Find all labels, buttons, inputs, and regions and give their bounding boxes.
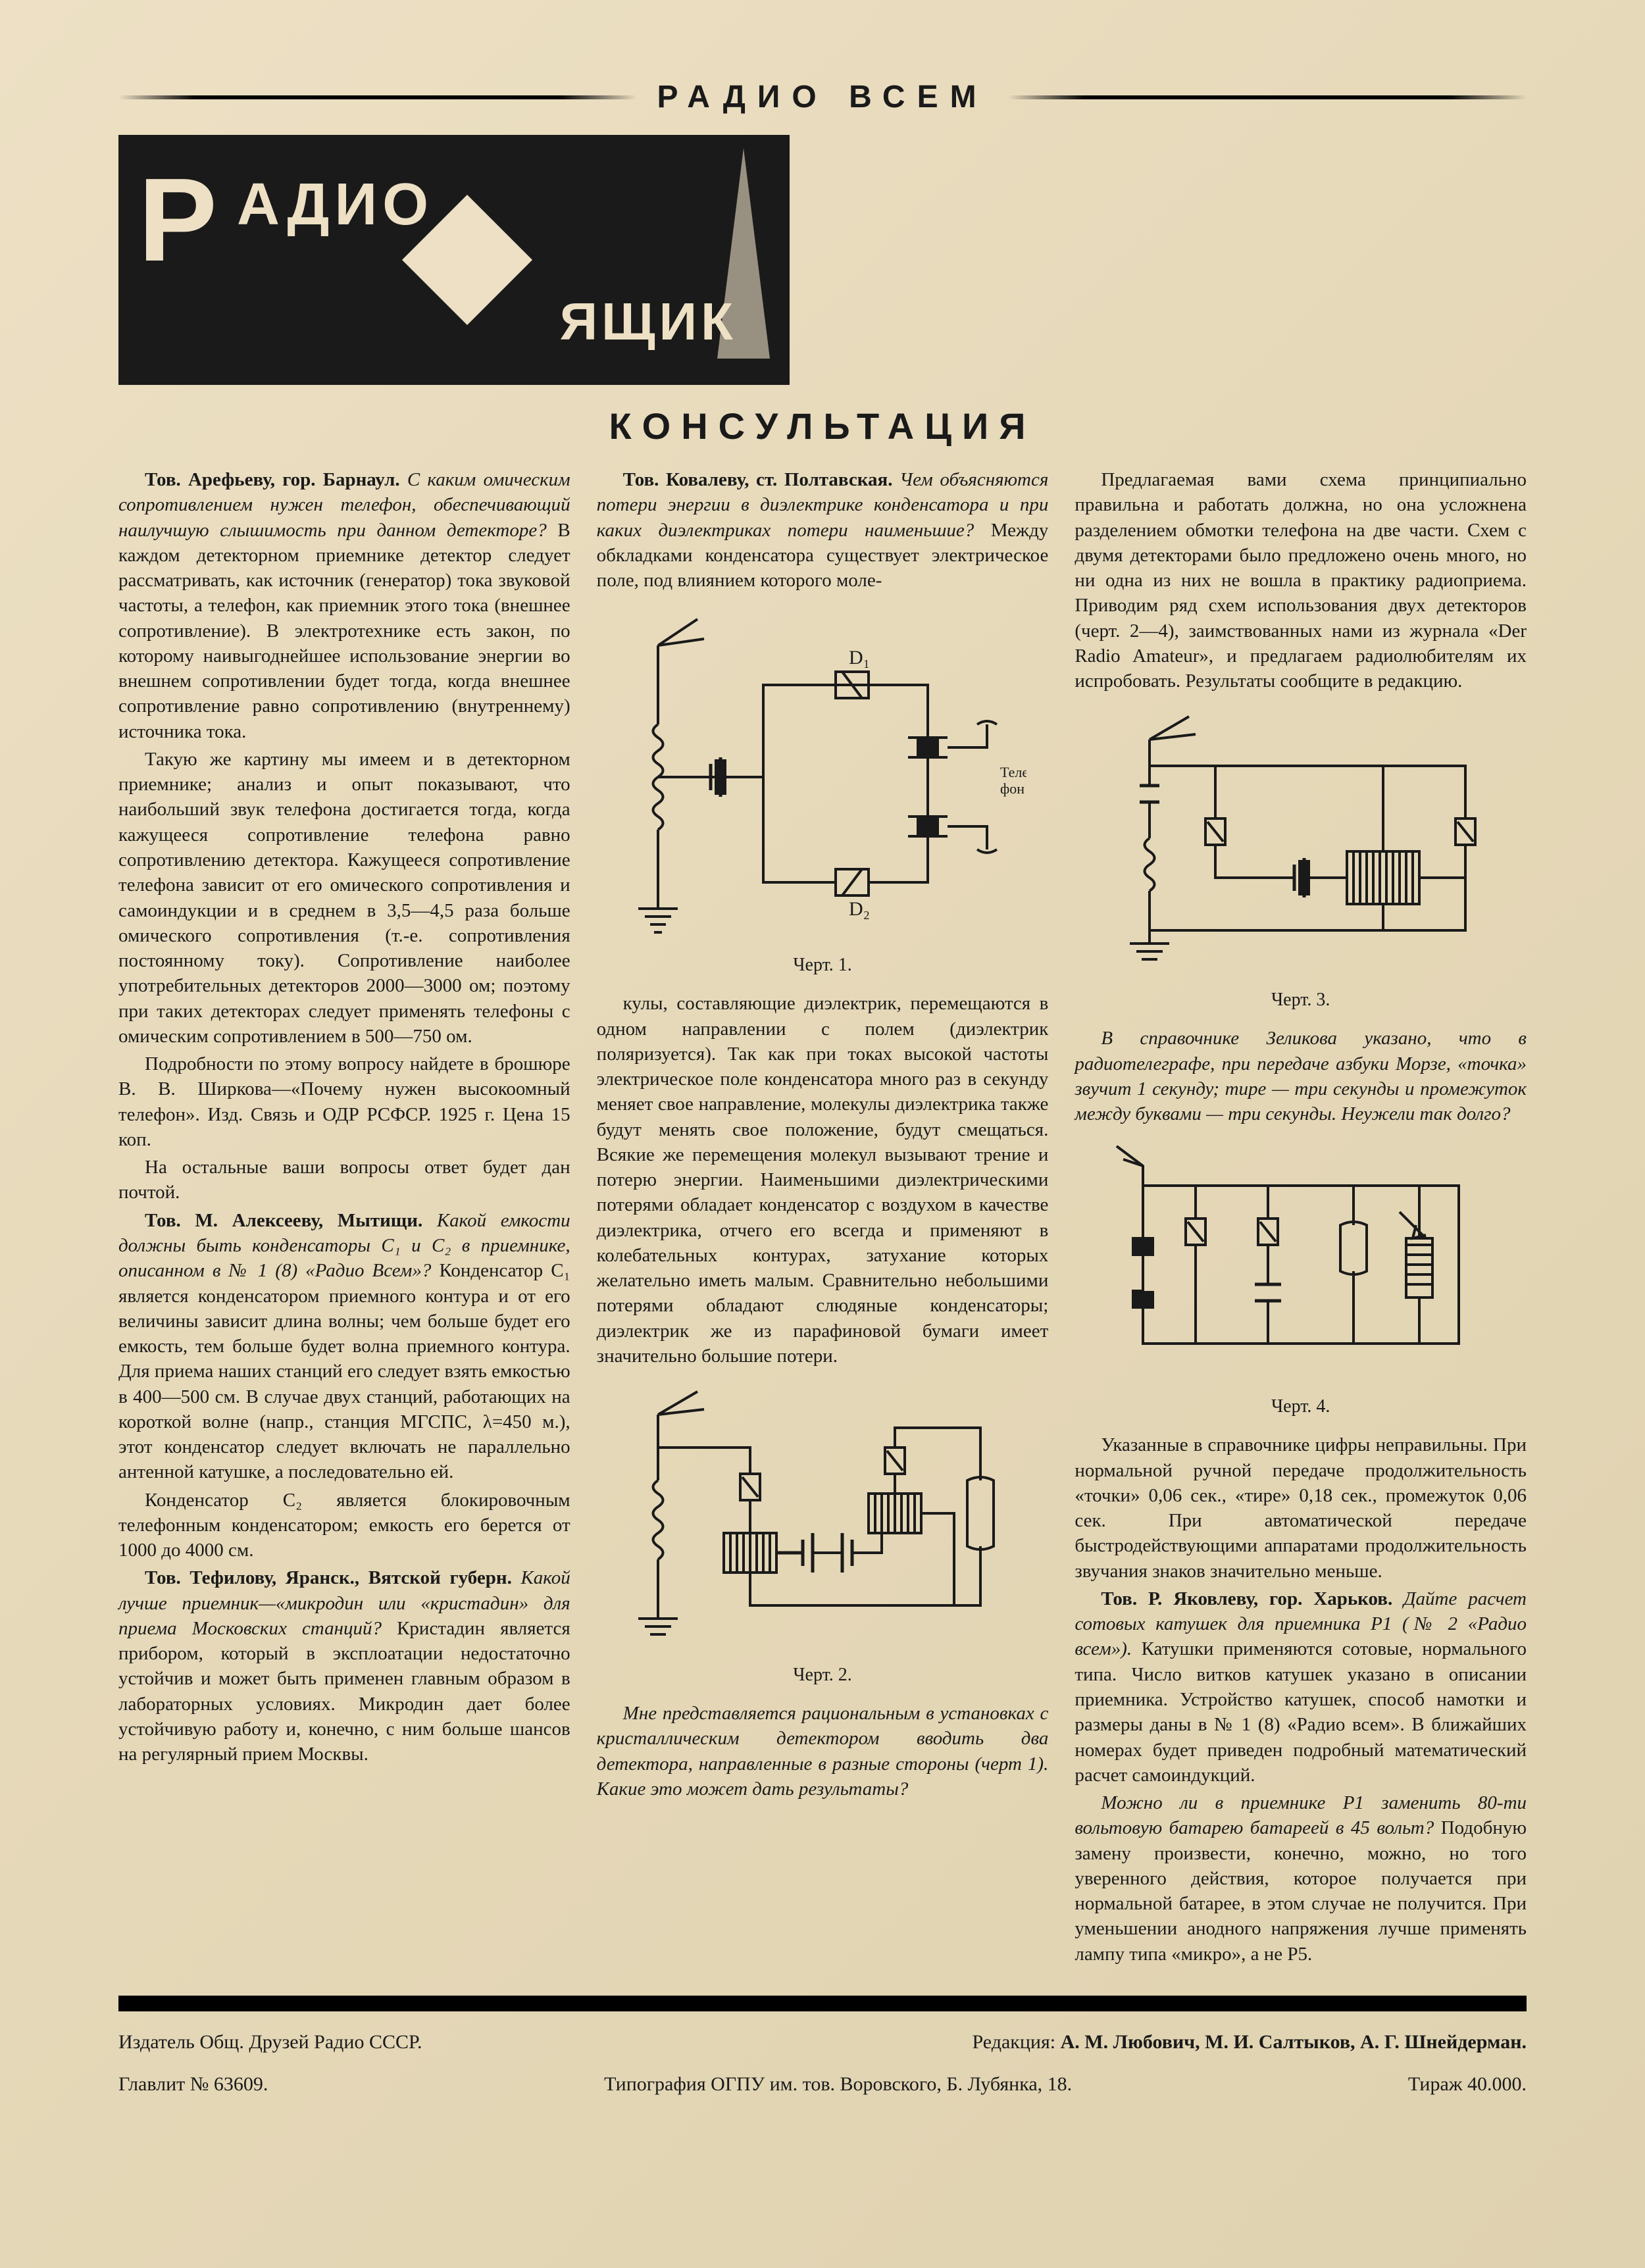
q2-p2: Конденсатор С₂ является блокировочным те…	[118, 1488, 570, 1563]
q6-p1: Указанные в справочнике цифры неправильн…	[1075, 1432, 1527, 1584]
q7: Тов. Р. Яковлеву, гор. Харьков. Дайте ра…	[1075, 1586, 1527, 1788]
q6-question: В справочнике Зеликова указано, что в ра…	[1075, 1026, 1527, 1126]
figure-4-caption: Черт. 4.	[1075, 1395, 1527, 1419]
q1-p1: В каждом детекторном приемнике детектор …	[118, 520, 570, 742]
editors-names: А. М. Любович, М. И. Салтыков, А. Г. Шне…	[1061, 2031, 1527, 2053]
glavlit: Главлит № 63609.	[118, 2067, 268, 2102]
figure-1: D₁ D₂ Т	[597, 606, 1049, 978]
editors-label: Редакция:	[973, 2031, 1056, 2053]
circuit-diagram-3	[1097, 707, 1505, 983]
circuit-diagram-1: D₁ D₂ Т	[619, 606, 1026, 948]
magazine-title: РАДИО ВСЕМ	[637, 79, 1007, 115]
masthead-word-radio: АДИО	[237, 171, 434, 239]
svg-text:Теле: Теле	[1000, 764, 1026, 780]
q1-p3: Подробности по этому вопросу найдете в б…	[118, 1051, 570, 1152]
footer-row-2: Главлит № 63609. Типография ОГПУ им. тов…	[118, 2067, 1527, 2102]
q2: Тов. М. Алексееву, Мытищи. Какой емкости…	[118, 1208, 570, 1485]
q1: Тов. Арефьеву, гор. Барнаул. С каким оми…	[118, 467, 570, 744]
q7-p1: Катушки применяются сотовые, нормального…	[1075, 1638, 1527, 1785]
page: РАДИО ВСЕМ Р АДИО ЯЩИК КОНСУЛЬТАЦИЯ Тов.…	[0, 0, 1645, 2268]
column-3: Предлагаемая вами схема принципиально пр…	[1075, 467, 1527, 1969]
q4: Тов. Ковалеву, ст. Полтавская. Чем объяс…	[597, 467, 1049, 593]
footer-rule	[118, 1996, 1527, 2011]
q1-p2: Такую же картину мы имеем и в детекторно…	[118, 747, 570, 1049]
figure-1-caption: Черт. 1.	[597, 953, 1049, 978]
q2-p1: Конденсатор С₁ является конденсатором пр…	[118, 1260, 570, 1482]
masthead-word-yashchik: ЯЩИК	[560, 291, 737, 352]
figure-2: Черт. 2.	[597, 1382, 1049, 1688]
q3-lead: Тов. Тефилову, Яранск., Вятской губерн.	[145, 1567, 512, 1588]
masthead-initial: Р	[138, 161, 217, 280]
q4-lead: Тов. Ковалеву, ст. Полтавская.	[623, 469, 893, 490]
body-columns: Тов. Арефьеву, гор. Барнаул. С каким оми…	[118, 467, 1527, 1969]
column-2: Тов. Ковалеву, ст. Полтавская. Чем объяс…	[597, 467, 1049, 1969]
masthead-graphic: Р АДИО ЯЩИК	[118, 135, 790, 385]
tirage: Тираж 40.000.	[1408, 2067, 1527, 2102]
figure-3-caption: Черт. 3.	[1075, 988, 1527, 1013]
q8-p1: Подобную замену произвести, конечно, мож…	[1075, 1817, 1527, 1964]
q3: Тов. Тефилову, Яранск., Вятской губерн. …	[118, 1565, 570, 1767]
column-1: Тов. Арефьеву, гор. Барнаул. С каким оми…	[118, 467, 570, 1969]
footer-row-1: Издатель Общ. Друзей Радио СССР. Редакци…	[118, 2025, 1527, 2060]
q2-lead: Тов. М. Алексееву, Мытищи.	[145, 1210, 422, 1231]
q1-lead: Тов. Арефьеву, гор. Барнаул.	[145, 469, 400, 490]
rule-line-right	[1008, 95, 1527, 99]
q5-p1: Предлагаемая вами схема принципиально пр…	[1075, 467, 1527, 693]
q5-question: Мне представляется рациональным в устано…	[597, 1701, 1049, 1802]
q8: Можно ли в приемнике Р1 заменить 80-ти в…	[1075, 1790, 1527, 1967]
footer: Издатель Общ. Друзей Радио СССР. Редакци…	[118, 2025, 1527, 2102]
figure-4: Черт. 4.	[1075, 1140, 1527, 1419]
publisher: Издатель Общ. Друзей Радио СССР.	[118, 2025, 422, 2060]
svg-text:D₂: D₂	[849, 898, 870, 920]
svg-text:D₁: D₁	[849, 647, 870, 668]
q1-p4: На остальные ваши вопросы ответ будет да…	[118, 1155, 570, 1205]
editors: Редакция: А. М. Любович, М. И. Салтыков,…	[973, 2025, 1527, 2060]
header-rule: РАДИО ВСЕМ	[118, 79, 1527, 115]
printer: Типография ОГПУ им. тов. Воровского, Б. …	[604, 2067, 1072, 2102]
q7-lead: Тов. Р. Яковлеву, гор. Харьков.	[1101, 1588, 1392, 1609]
figure-3: Черт. 3.	[1075, 707, 1527, 1013]
circuit-diagram-2	[619, 1382, 1026, 1658]
section-title: КОНСУЛЬТАЦИЯ	[118, 405, 1527, 447]
q4-p2: кулы, составляющие диэлектрик, перемещаю…	[597, 991, 1049, 1369]
circuit-diagram-4	[1097, 1140, 1505, 1390]
q3-p1: Кристадин является прибором, который в э…	[118, 1618, 570, 1765]
figure-2-caption: Черт. 2.	[597, 1663, 1049, 1688]
rule-line-left	[118, 95, 637, 99]
svg-text:фон: фон	[1000, 780, 1025, 797]
